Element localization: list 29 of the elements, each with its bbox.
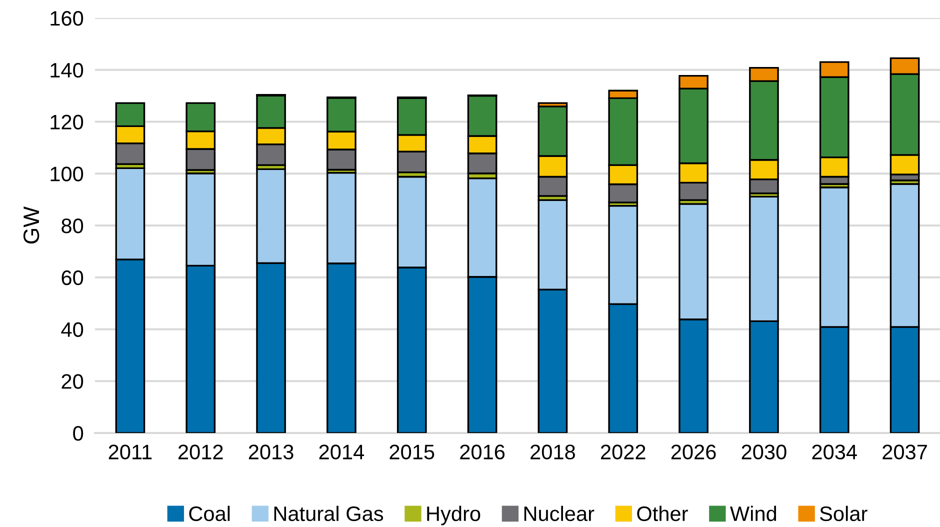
y-tick-label: 20 (62, 374, 84, 389)
legend-label: Hydro (427, 506, 480, 526)
x-tick-label: 2012 (178, 444, 223, 460)
legend-label: Natural Gas (274, 506, 384, 522)
y-tick-label: 80 (62, 218, 84, 234)
x-tick-label: 2026 (671, 444, 716, 460)
x-tick-label: 2037 (882, 444, 927, 460)
y-tick-label: 60 (62, 270, 84, 286)
y-tick-label: 140 (50, 62, 84, 78)
legend-label: Other (637, 506, 688, 522)
x-tick-label: 2022 (601, 444, 646, 460)
x-tick-label: 2014 (319, 444, 364, 460)
legend-label: Solar (820, 506, 868, 522)
x-tick-label: 2013 (248, 444, 294, 460)
x-tick-label: 2034 (812, 444, 857, 460)
legend-label: Nuclear (524, 506, 594, 522)
y-axis-title: GW (23, 206, 40, 244)
y-tick-label: 40 (61, 322, 84, 338)
legend-label: Wind (730, 506, 776, 522)
y-tick-label: 120 (50, 114, 84, 130)
y-tick-label: 160 (50, 11, 84, 26)
y-tick-label: 100 (50, 166, 84, 182)
y-tick-label: 0 (73, 426, 84, 441)
x-tick-label: 2016 (460, 444, 505, 460)
legend-label: Coal (189, 506, 230, 522)
x-tick-label: 2015 (390, 444, 434, 460)
x-tick-label: 2030 (742, 444, 786, 460)
x-tick-label: 2018 (530, 444, 575, 460)
x-tick-label: 2011 (108, 444, 152, 460)
